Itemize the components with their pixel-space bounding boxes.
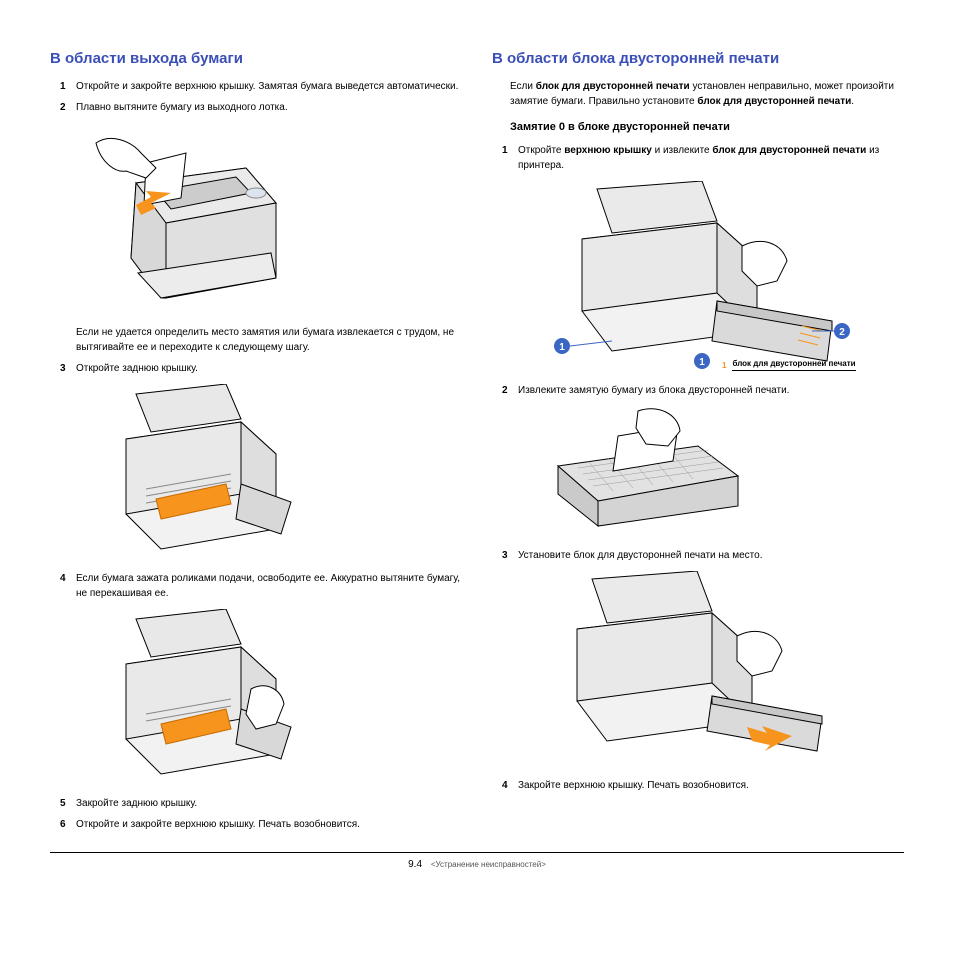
note-text: Если не удается определить место замятия… bbox=[76, 325, 462, 355]
step-number: 2 bbox=[60, 100, 76, 115]
list-item: 1 Откройте верхнюю крышку и извлеките бл… bbox=[502, 143, 904, 173]
step-text: Если бумага зажата роликами подачи, осво… bbox=[76, 571, 462, 601]
step-number: 5 bbox=[60, 796, 76, 811]
list-item: 2 Плавно вытяните бумагу из выходного ло… bbox=[60, 100, 462, 115]
list-item: 4 Если бумага зажата роликами подачи, ос… bbox=[60, 571, 462, 601]
page-section-label: <Устранение неисправностей> bbox=[431, 860, 546, 869]
step-text-part: Откройте bbox=[518, 145, 564, 156]
intro-bold: блок для двусторонней печати bbox=[536, 81, 690, 92]
svg-text:1: 1 bbox=[699, 357, 705, 368]
figure-printer-rear-open bbox=[76, 384, 462, 559]
intro-bold: блок для двусторонней печати bbox=[697, 96, 851, 107]
right-section-title: В области блока двусторонней печати bbox=[492, 50, 904, 67]
figure-duplex-unit bbox=[518, 406, 904, 536]
figure-duplex-remove: 1 1 2 1 блок для двусторонней печати bbox=[502, 181, 904, 371]
figure-printer-output bbox=[76, 123, 462, 313]
subheading: Замятие 0 в блоке двусторонней печати bbox=[510, 121, 904, 133]
step-number: 6 bbox=[60, 817, 76, 832]
step-number: 4 bbox=[60, 571, 76, 601]
list-item: 3 Установите блок для двусторонней печат… bbox=[502, 548, 904, 563]
step-number: 1 bbox=[502, 143, 518, 173]
list-item: 6 Откройте и закройте верхнюю крышку. Пе… bbox=[60, 817, 462, 832]
callout-label: блок для двусторонней печати bbox=[732, 359, 855, 371]
page-footer: 9.4 <Устранение неисправностей> bbox=[50, 852, 904, 870]
page-number: 9.4 bbox=[408, 859, 422, 870]
step-text: Откройте заднюю крышку. bbox=[76, 361, 462, 376]
step-text-part: и извлеките bbox=[652, 145, 713, 156]
step-number: 1 bbox=[60, 79, 76, 94]
step-number: 3 bbox=[60, 361, 76, 376]
list-item: 4 Закройте верхнюю крышку. Печать возобн… bbox=[502, 778, 904, 793]
figure-printer-rear-pull bbox=[76, 609, 462, 784]
step-number: 3 bbox=[502, 548, 518, 563]
list-item: 5 Закройте заднюю крышку. bbox=[60, 796, 462, 811]
intro-text: Если bbox=[510, 81, 536, 92]
step-bold: верхнюю крышку bbox=[564, 145, 652, 156]
callout-legend: 1 блок для двусторонней печати bbox=[722, 359, 904, 371]
step-text: Откройте верхнюю крышку и извлеките блок… bbox=[518, 143, 904, 173]
svg-text:2: 2 bbox=[839, 327, 845, 338]
list-item: 3 Откройте заднюю крышку. bbox=[60, 361, 462, 376]
step-bold: блок для двусторонней печати bbox=[712, 145, 866, 156]
step-text: Плавно вытяните бумагу из выходного лотк… bbox=[76, 100, 462, 115]
step-text: Установите блок для двусторонней печати … bbox=[518, 548, 904, 563]
intro-paragraph: Если блок для двусторонней печати устано… bbox=[510, 79, 904, 109]
step-text: Откройте и закройте верхнюю крышку. Печа… bbox=[76, 817, 462, 832]
list-item: 1 Откройте и закройте верхнюю крышку. За… bbox=[60, 79, 462, 94]
figure-duplex-install bbox=[502, 571, 904, 766]
note: Если не удается определить место замятия… bbox=[76, 325, 462, 355]
step-text: Откройте и закройте верхнюю крышку. Замя… bbox=[76, 79, 462, 94]
left-section-title: В области выхода бумаги bbox=[50, 50, 462, 67]
step-text: Закройте верхнюю крышку. Печать возобнов… bbox=[518, 778, 904, 793]
callout-number: 1 bbox=[722, 361, 726, 370]
two-column-layout: В области выхода бумаги 1 Откройте и зак… bbox=[50, 50, 904, 838]
right-column: В области блока двусторонней печати Если… bbox=[492, 50, 904, 838]
left-column: В области выхода бумаги 1 Откройте и зак… bbox=[50, 50, 462, 838]
intro-text: . bbox=[851, 96, 854, 107]
step-number: 4 bbox=[502, 778, 518, 793]
step-text: Закройте заднюю крышку. bbox=[76, 796, 462, 811]
svg-text:1: 1 bbox=[559, 342, 565, 353]
